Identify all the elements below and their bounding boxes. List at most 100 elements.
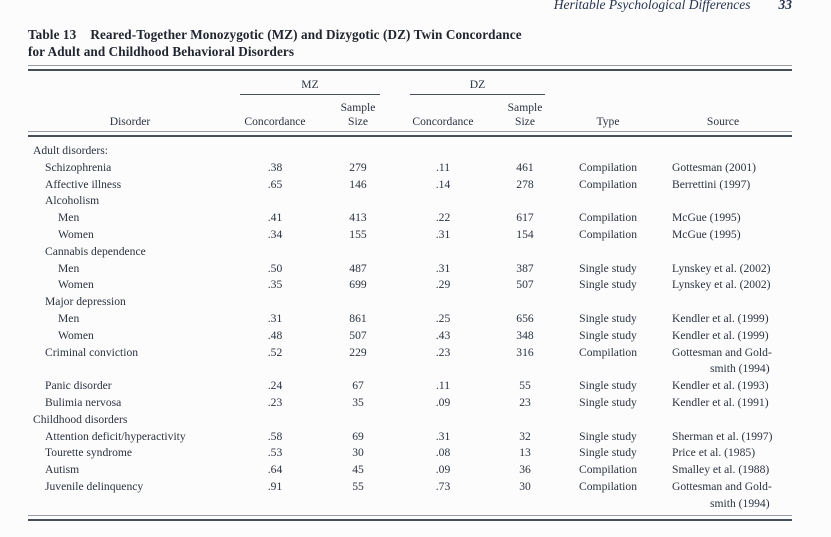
mz-sample-cell: 35 <box>352 395 364 409</box>
source-line: Gottesman and Gold- <box>672 479 772 493</box>
mz-concordance-cell: .24 <box>267 379 283 393</box>
dz-concordance-cell: .29 <box>435 278 451 292</box>
source-line: Smalley et al. (1988) <box>672 463 770 477</box>
running-head-title: Heritable Psychological Differences <box>553 0 751 12</box>
source-line: Berrettini (1997) <box>672 177 751 191</box>
dz-concordance-cell: .31 <box>435 429 451 443</box>
table-row: Tourette syndrome .53 30 .08 13 Single study P… <box>28 445 792 462</box>
mz-concordance-cell: .52 <box>267 345 283 359</box>
mz-concordance-cell: .38 <box>267 160 283 174</box>
dz-sample-cell: 617 <box>516 211 534 225</box>
mz-sample-cell: 699 <box>349 278 367 292</box>
type-cell: Compilation <box>579 227 637 241</box>
group-header-dz: DZ <box>410 78 545 95</box>
dz-sample-cell: 348 <box>516 328 534 342</box>
type-cell: Compilation <box>579 177 637 191</box>
table-title-line1: Reared-Together Monozygotic (MZ) and Diz… <box>90 27 522 42</box>
dz-sample-cell: 30 <box>519 479 531 493</box>
mz-concordance-cell: .23 <box>267 395 283 409</box>
mz-concordance-cell: .41 <box>267 211 283 225</box>
source-line: Kendler et al. (1991) <box>672 395 769 409</box>
table-label: Table 13 <box>28 27 77 42</box>
source-line: Sherman et al. (1997) <box>672 429 773 443</box>
mz-sample-cell: 155 <box>349 227 367 241</box>
disorder-cell: Tourette syndrome <box>45 446 133 460</box>
table-row: Women .48 507 .43 348 Single study Kendler et … <box>28 328 792 345</box>
table-title-line2: for Adult and Childhood Behavioral Disor… <box>28 43 295 59</box>
source-cell <box>654 244 792 261</box>
type-cell <box>562 193 654 210</box>
source-cell: Berrettini (1997) <box>654 177 792 194</box>
source-line: Kendler et al. (1999) <box>672 311 769 325</box>
source-cell: Gottesman and Gold-smith (1994) <box>654 345 792 379</box>
dz-sample-cell: 278 <box>516 177 534 191</box>
table-row: Men .31 861 .25 656 Single study Kendler et al… <box>28 311 792 328</box>
source-line: McGue (1995) <box>672 211 741 225</box>
mz-concordance-cell: .58 <box>267 429 283 443</box>
mz-concordance-cell: .50 <box>267 261 283 275</box>
table-row: Attention deficit/hyperactivity .58 69 .31 3… <box>28 429 792 446</box>
mz-concordance-cell <box>232 143 318 160</box>
type-cell: Single study <box>579 278 637 292</box>
type-cell: Single study <box>579 395 637 409</box>
dz-concordance-cell: .31 <box>435 227 451 241</box>
mz-concordance-cell: .64 <box>267 463 283 477</box>
mz-sample-cell: 146 <box>349 177 367 191</box>
group-header-mz: MZ <box>240 78 380 95</box>
mz-sample-cell: 229 <box>349 345 367 359</box>
source-cell: Smalley et al. (1988) <box>654 462 792 479</box>
table-row: Alcoholism <box>28 193 792 210</box>
table-row: Affective illness .65 146 .14 278 Compilation… <box>28 177 792 194</box>
dz-concordance-cell: .73 <box>435 479 451 493</box>
mz-sample-cell: 413 <box>349 211 367 225</box>
dz-sample-cell: 387 <box>516 261 534 275</box>
table-row: Schizophrenia .38 279 .11 461 Compilation Gott… <box>28 160 792 177</box>
type-cell <box>562 244 654 261</box>
dz-concordance-cell: .11 <box>435 379 451 393</box>
dz-sample-cell <box>488 244 562 261</box>
header-rule <box>28 131 792 137</box>
dz-concordance-cell <box>398 294 488 311</box>
table-13: Table 13 Reared-Together Monozygotic (MZ)… <box>28 27 792 521</box>
disorder-cell: Women <box>58 227 94 241</box>
disorder-cell: Panic disorder <box>45 379 112 393</box>
source-line: Kendler et al. (1993) <box>672 379 769 393</box>
mz-sample-cell <box>318 143 398 160</box>
disorder-cell: Men <box>58 261 80 275</box>
table-row: Women .34 155 .31 154 Compilation McGue (1995) <box>28 227 792 244</box>
source-cell: Kendler et al. (1993) <box>654 378 792 395</box>
table-row: Juvenile delinquency .91 55 .73 30 Compilatio… <box>28 479 792 513</box>
bottom-rule <box>28 514 792 521</box>
type-cell: Compilation <box>579 160 637 174</box>
dz-sample-cell: 32 <box>519 429 531 443</box>
source-cell: McGue (1995) <box>654 210 792 227</box>
disorder-cell: Childhood disorders <box>33 412 128 426</box>
column-header-dz-concordance: Concordance <box>412 114 474 128</box>
source-cell: Gottesman and Gold-smith (1994) <box>654 479 792 513</box>
mz-sample-cell <box>318 244 398 261</box>
mz-sample-cell: 69 <box>352 429 364 443</box>
disorder-cell: Adult disorders: <box>33 144 109 157</box>
type-cell: Single study <box>579 311 637 325</box>
source-cell: Gottesman (2001) <box>654 160 792 177</box>
table-row: Criminal conviction .52 229 .23 316 Compilati… <box>28 345 792 379</box>
dz-sample-cell: 656 <box>516 311 534 325</box>
source-line: smith (1994) <box>710 362 770 376</box>
source-cell: McGue (1995) <box>654 227 792 244</box>
source-cell <box>654 143 792 160</box>
type-cell <box>562 294 654 311</box>
disorder-cell: Cannabis dependence <box>45 244 146 258</box>
source-line: McGue (1995) <box>672 227 741 241</box>
source-line: Price et al. (1985) <box>672 446 756 460</box>
mz-sample-cell <box>318 294 398 311</box>
page-number: 33 <box>778 0 793 12</box>
table-row: Cannabis dependence <box>28 244 792 261</box>
dz-concordance-cell: .22 <box>435 211 451 225</box>
dz-sample-cell: 316 <box>516 345 534 359</box>
dz-sample-cell: 13 <box>519 446 531 460</box>
dz-concordance-cell <box>398 193 488 210</box>
disorder-cell: Attention deficit/hyperactivity <box>45 429 186 443</box>
disorder-cell: Women <box>58 328 94 342</box>
table-row: Adult disorders: <box>28 143 792 160</box>
table-title: Table 13 Reared-Together Monozygotic (MZ)… <box>28 27 792 60</box>
